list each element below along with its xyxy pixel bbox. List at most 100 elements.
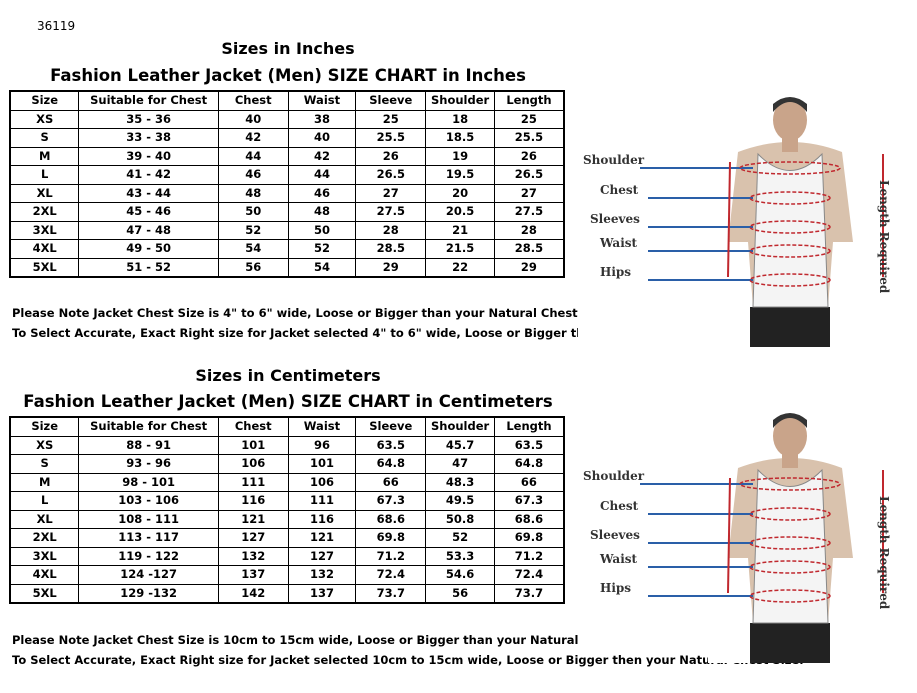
table-cell: 3XL (9, 546, 80, 566)
figure-label: Sleeves (590, 528, 640, 542)
table-cell: 29 (493, 257, 565, 278)
table-row: XL 43 - 44 48 46 27 20 27 (9, 183, 565, 203)
column-header: Length (493, 416, 565, 437)
column-header: Chest (217, 416, 289, 437)
table-cell: 27 (493, 183, 565, 203)
table-cell: 20 (425, 183, 495, 203)
length-required-label: Length Required (877, 496, 891, 610)
table-cell: 27.5 (493, 202, 565, 222)
table-cell: 132 (217, 546, 289, 566)
inches-size-table: Size Suitable for Chest Chest Waist Sleeve Sh… (9, 90, 565, 278)
table-cell: 67.3 (493, 491, 565, 511)
table-cell: XS (9, 435, 80, 455)
table-cell: 121 (217, 509, 289, 529)
table-cell: 28.5 (355, 239, 427, 259)
table-cell: 42 (287, 146, 357, 166)
pants (750, 307, 830, 347)
table-cell: 50.8 (425, 509, 495, 529)
table-cell: 5XL (9, 257, 80, 278)
inches-title: Sizes in Inches (221, 39, 355, 58)
table-cell: 88 - 91 (78, 435, 219, 455)
cm-size-table: Size Suitable for Chest Chest Waist Sleeve Sh… (9, 416, 565, 604)
table-cell: 25.5 (355, 128, 427, 148)
table-cell: 38 (287, 109, 357, 129)
cm-note-1: Please Note Jacket Chest Size is 10cm to… (12, 633, 578, 647)
table-row: XS 35 - 36 40 38 25 18 25 (9, 109, 565, 129)
table-row: 3XL 47 - 48 52 50 28 21 28 (9, 220, 565, 240)
table-cell: 43 - 44 (78, 183, 219, 203)
table-cell: 137 (217, 565, 289, 585)
table-cell: 41 - 42 (78, 165, 219, 185)
table-row: 2XL 45 - 46 50 48 27.5 20.5 27.5 (9, 202, 565, 222)
table-cell: 42 (217, 128, 289, 148)
table-cell: 54 (287, 257, 357, 278)
table-cell: 101 (287, 454, 357, 474)
column-header: Waist (287, 416, 357, 437)
column-header: Shoulder (425, 90, 495, 111)
table-cell: 21 (425, 220, 495, 240)
table-cell: 56 (425, 583, 495, 604)
cm-note-2: To Select Accurate, Exact Right size for… (12, 653, 804, 667)
table-row: 5XL 51 - 52 56 54 29 22 29 (9, 257, 565, 278)
table-cell: 47 (425, 454, 495, 474)
table-cell: 53.3 (425, 546, 495, 566)
table-cell: 54 (217, 239, 289, 259)
inches-note-2: To Select Accurate, Exact Right size for… (12, 326, 578, 340)
table-cell: 124 -127 (78, 565, 219, 585)
table-cell: 111 (217, 472, 289, 492)
table-cell: 26.5 (493, 165, 565, 185)
table-cell: 25 (355, 109, 427, 129)
table-cell: 52 (425, 528, 495, 548)
table-cell: XL (9, 509, 80, 529)
table-cell: 45.7 (425, 435, 495, 455)
table-cell: 73.7 (493, 583, 565, 604)
table-row: M 39 - 40 44 42 26 19 26 (9, 146, 565, 166)
table-cell: 44 (217, 146, 289, 166)
table-cell: 27.5 (355, 202, 427, 222)
table-row: M 98 - 101 111 106 66 48.3 66 (9, 472, 565, 492)
column-header: Waist (287, 90, 357, 111)
table-row: 2XL 113 - 117 127 121 69.8 52 69.8 (9, 528, 565, 548)
table-cell: 93 - 96 (78, 454, 219, 474)
table-cell: 137 (287, 583, 357, 604)
inches-note-1: Please Note Jacket Chest Size is 4" to 6… (12, 306, 578, 320)
column-header: Size (9, 90, 80, 111)
table-cell: 64.8 (493, 454, 565, 474)
table-cell: 19 (425, 146, 495, 166)
figure-label: Chest (600, 183, 639, 197)
table-cell: 54.6 (425, 565, 495, 585)
table-row: L 41 - 42 46 44 26.5 19.5 26.5 (9, 165, 565, 185)
table-cell: 48 (217, 183, 289, 203)
figure-label: Hips (600, 265, 631, 279)
table-cell: L (9, 165, 80, 185)
table-cell: 52 (217, 220, 289, 240)
table-cell: 111 (287, 491, 357, 511)
column-header: Chest (217, 90, 289, 111)
table-row: 4XL 49 - 50 54 52 28.5 21.5 28.5 (9, 239, 565, 259)
figure-label: Sleeves (590, 212, 640, 226)
table-cell: 2XL (9, 528, 80, 548)
table-cell: 113 - 117 (78, 528, 219, 548)
table-cell: 50 (217, 202, 289, 222)
length-required-label: Length Required (877, 180, 891, 294)
header-row: Size Suitable for Chest Chest Waist Sleeve Sh… (9, 416, 565, 437)
table-cell: 39 - 40 (78, 146, 219, 166)
table-cell: 26.5 (355, 165, 427, 185)
table-cell: 73.7 (355, 583, 427, 604)
pants (750, 623, 830, 663)
table-cell: 40 (287, 128, 357, 148)
table-cell: 48.3 (425, 472, 495, 492)
table-cell: 25.5 (493, 128, 565, 148)
table-cell: 46 (287, 183, 357, 203)
table-cell: 35 - 36 (78, 109, 219, 129)
table-cell: 63.5 (493, 435, 565, 455)
table-cell: 101 (217, 435, 289, 455)
table-cell: M (9, 472, 80, 492)
table-cell: 20.5 (425, 202, 495, 222)
header-row: Size Suitable for Chest Chest Waist Sleeve Sh… (9, 90, 565, 111)
table-cell: 52 (287, 239, 357, 259)
table-cell: 68.6 (493, 509, 565, 529)
table-cell: 27 (355, 183, 427, 203)
table-cell: 56 (217, 257, 289, 278)
column-header: Shoulder (425, 416, 495, 437)
